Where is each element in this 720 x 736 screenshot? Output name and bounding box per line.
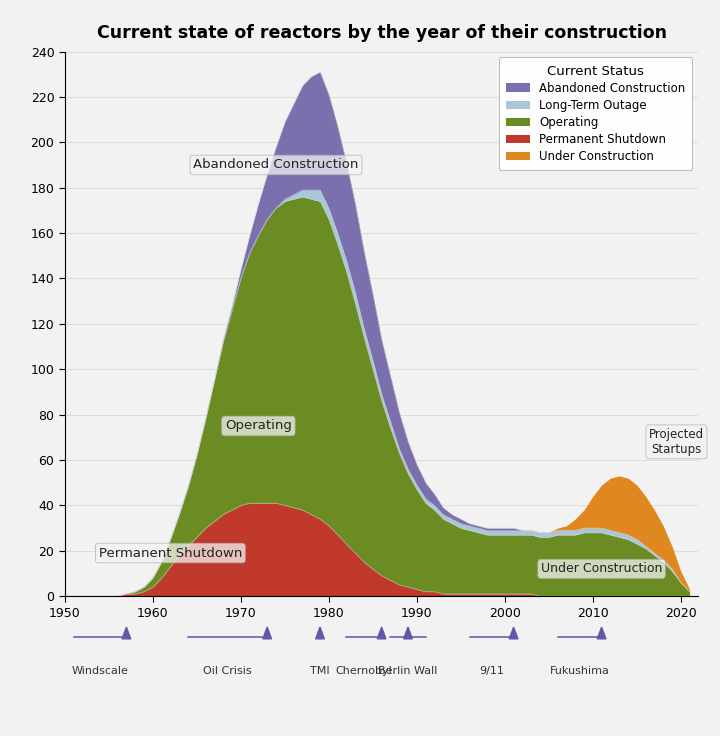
Text: Berlin Wall: Berlin Wall bbox=[378, 666, 438, 676]
Text: Operating: Operating bbox=[225, 420, 292, 433]
Text: Abandoned Construction: Abandoned Construction bbox=[193, 158, 359, 171]
Legend: Abandoned Construction, Long-Term Outage, Operating, Permanent Shutdown, Under C: Abandoned Construction, Long-Term Outage… bbox=[499, 57, 693, 170]
Text: Under Construction: Under Construction bbox=[541, 562, 662, 576]
Title: Current state of reactors by the year of their construction: Current state of reactors by the year of… bbox=[96, 24, 667, 42]
Text: Oil Crisis: Oil Crisis bbox=[203, 666, 252, 676]
Text: Chernobyl: Chernobyl bbox=[336, 666, 392, 676]
Text: Projected
Startups: Projected Startups bbox=[649, 428, 704, 456]
Text: TMI: TMI bbox=[310, 666, 330, 676]
Text: Fukushima: Fukushima bbox=[549, 666, 610, 676]
Text: Windscale: Windscale bbox=[71, 666, 128, 676]
Text: 9/11: 9/11 bbox=[480, 666, 504, 676]
Text: Permanent Shutdown: Permanent Shutdown bbox=[99, 547, 242, 559]
